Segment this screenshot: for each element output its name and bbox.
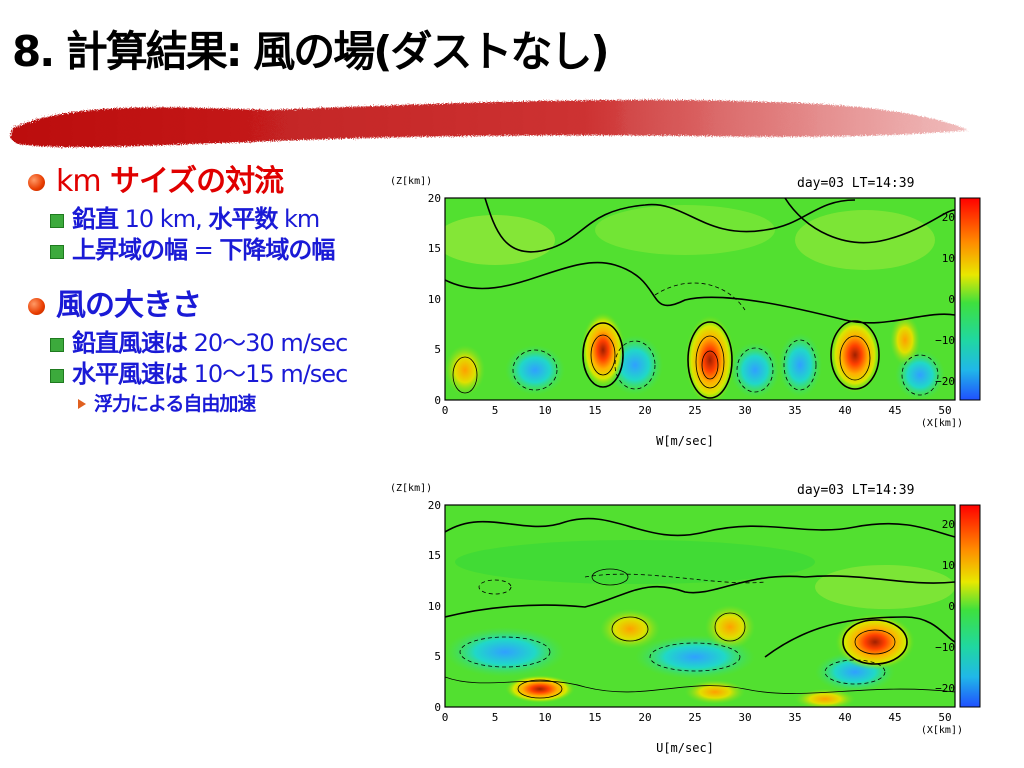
- w-ctick: −10: [935, 334, 955, 347]
- w-xtick: 0: [442, 404, 449, 417]
- u-xtick: 5: [492, 711, 499, 724]
- triangle-bullet-icon: [78, 399, 86, 409]
- w-xticks: 0 5 10 15 20 25 30 35 40 45 50: [442, 404, 952, 417]
- bullet-km: km: [56, 164, 102, 199]
- w-header: day=03 LT=14:39: [797, 176, 914, 191]
- u-ctick: 20: [942, 518, 955, 531]
- w-xtick: 5: [492, 404, 499, 417]
- bullet-wind-text: 風の大きさ: [56, 288, 202, 323]
- u-ytick: 20: [428, 499, 441, 512]
- w-xtick: 50: [938, 404, 951, 417]
- w-xtick: 15: [588, 404, 601, 417]
- u-xtick: 50: [938, 711, 951, 724]
- bullet-km-convection: km サイズの対流: [28, 160, 408, 204]
- w-xunit: (X[km]): [921, 418, 963, 429]
- u-xtick: 45: [888, 711, 901, 724]
- u-xunit: (X[km]): [921, 725, 963, 736]
- w-caption: W[m/sec]: [656, 434, 714, 448]
- w-ctick: 0: [948, 293, 955, 306]
- w-xtick: 25: [688, 404, 701, 417]
- bullet-list: km サイズの対流 鉛直 10 km, 水平数 km 上昇域の幅 = 下降域の幅…: [28, 160, 408, 418]
- u-ytick: 10: [428, 600, 441, 613]
- u-xtick: 25: [688, 711, 701, 724]
- u-xtick: 10: [538, 711, 551, 724]
- u-header: day=03 LT=14:39: [797, 483, 914, 498]
- w-ctick: 20: [942, 211, 955, 224]
- w-ytick: 10: [428, 293, 441, 306]
- sub-text-b: 20〜30 m/sec: [187, 329, 349, 357]
- u-ytick: 5: [434, 650, 441, 663]
- bullet-convection-text: サイズの対流: [100, 164, 284, 199]
- w-ytick: 20: [428, 192, 441, 205]
- sub-sub-buoyancy: 浮力による自由加速: [28, 390, 408, 418]
- w-xtick: 30: [738, 404, 751, 417]
- w-ytick: 5: [434, 343, 441, 356]
- square-bullet-icon: [50, 338, 64, 352]
- u-frame: [444, 504, 956, 708]
- sub-text-b: =: [187, 236, 220, 264]
- sub-sub-text: 浮力による自由加速: [94, 393, 256, 415]
- sub-text-a: 鉛直: [72, 205, 119, 233]
- u-xticks: 0 5 10 15 20 25 30 35 40 45 50: [442, 711, 952, 724]
- bullet-dot-icon: [28, 298, 45, 315]
- sub-text-c: 水平数: [208, 205, 278, 233]
- u-caption: U[m/sec]: [656, 741, 714, 755]
- w-ctick: 10: [942, 252, 955, 265]
- w-ctick: −20: [935, 375, 955, 388]
- sub-text-a: 鉛直風速は: [72, 329, 188, 357]
- sub-text-a: 上昇域の幅: [72, 236, 188, 264]
- w-contour-field: [445, 198, 955, 400]
- square-bullet-icon: [50, 214, 64, 228]
- u-xtick: 35: [788, 711, 801, 724]
- u-xtick: 15: [588, 711, 601, 724]
- w-yticks: 0 5 10 15 20: [428, 192, 441, 407]
- w-ytick: 0: [434, 394, 441, 407]
- u-xtick: 40: [838, 711, 851, 724]
- w-frame: [444, 197, 956, 401]
- u-xtick: 30: [738, 711, 751, 724]
- red-brush-stroke: [10, 99, 969, 148]
- bullet-dot-icon: [28, 174, 45, 191]
- w-colorbar-ticks: 20 10 0 −10 −20: [935, 211, 955, 388]
- sub-vertical-scale: 鉛直 10 km, 水平数 km: [28, 204, 408, 235]
- sub-vertical-speed: 鉛直風速は 20〜30 m/sec: [28, 328, 408, 359]
- u-ctick: 10: [942, 559, 955, 572]
- bullet-wind-magnitude: 風の大きさ: [28, 284, 408, 328]
- u-ytick: 0: [434, 701, 441, 714]
- w-zlabel: (Z[km]): [390, 176, 432, 187]
- sub-text-a: 水平風速は: [72, 360, 188, 388]
- u-xtick: 0: [442, 711, 449, 724]
- u-contour-field: [445, 517, 955, 707]
- u-field-plot: (Z[km]) day=03 LT=14:39: [390, 483, 981, 755]
- u-colorbar: [959, 504, 981, 708]
- sub-horizontal-speed: 水平風速は 10〜15 m/sec: [28, 359, 408, 390]
- w-xtick: 40: [838, 404, 851, 417]
- sub-text-b: 10 km,: [118, 205, 209, 233]
- w-xtick: 45: [888, 404, 901, 417]
- u-ctick: −20: [935, 682, 955, 695]
- sub-text-d: km: [277, 205, 320, 233]
- w-colorbar: [959, 197, 981, 401]
- u-zlabel: (Z[km]): [390, 483, 432, 494]
- u-xtick: 20: [638, 711, 651, 724]
- u-ytick: 15: [428, 549, 441, 562]
- u-ctick: −10: [935, 641, 955, 654]
- u-yticks: 0 5 10 15 20: [428, 499, 441, 714]
- square-bullet-icon: [50, 245, 64, 259]
- w-xtick: 35: [788, 404, 801, 417]
- sub-text-b: 10〜15 m/sec: [187, 360, 349, 388]
- sub-width-equal: 上昇域の幅 = 下降域の幅: [28, 235, 408, 266]
- w-xtick: 20: [638, 404, 651, 417]
- square-bullet-icon: [50, 369, 64, 383]
- w-xtick: 10: [538, 404, 551, 417]
- w-ytick: 15: [428, 242, 441, 255]
- sub-text-c: 下降域の幅: [219, 236, 335, 264]
- u-ctick: 0: [948, 600, 955, 613]
- u-colorbar-ticks: 20 10 0 −10 −20: [935, 518, 955, 695]
- w-field-plot: (Z[km]) day=03 LT=14:39: [390, 176, 981, 448]
- slide-title: 8. 計算結果: 風の場(ダストなし): [12, 27, 610, 76]
